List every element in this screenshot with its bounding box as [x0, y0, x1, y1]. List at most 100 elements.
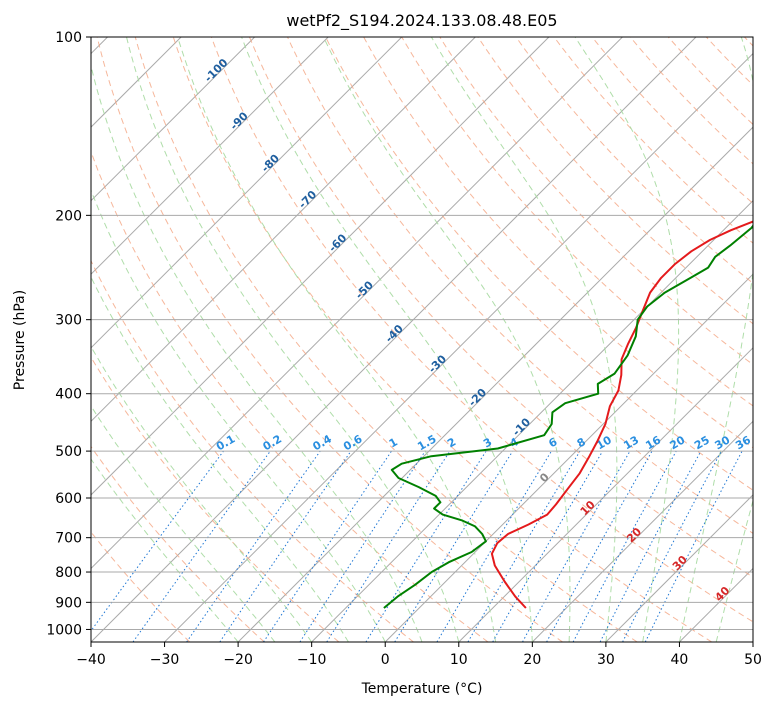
isotherm-label: 40 — [712, 584, 732, 604]
isotherm-label: -70 — [296, 188, 319, 211]
isotherm-label: -50 — [353, 278, 376, 301]
isotherm-line — [91, 37, 329, 275]
isotherm-label: -30 — [426, 352, 449, 375]
mixing-ratio-line — [644, 450, 743, 642]
moist-adiabat-line — [574, 37, 680, 642]
mixing-ratio-label: 8 — [575, 435, 588, 450]
mixing-ratio-line — [219, 450, 352, 642]
isotherm-line — [237, 126, 753, 642]
x-tick-label: −20 — [223, 652, 253, 668]
isotherm-line — [164, 52, 753, 642]
dry-adiabat-line — [363, 37, 753, 449]
dewpoint-profile — [383, 224, 753, 609]
isotherm-label: 20 — [624, 525, 644, 545]
mixing-ratio-line — [599, 450, 702, 642]
y-axis-ticks: 100 200 300 400 500 600 700 800 900 1000 — [46, 30, 91, 638]
y-tick-label: 100 — [55, 30, 82, 46]
moist-adiabat-line — [241, 37, 533, 642]
x-tick-label: 50 — [744, 652, 762, 668]
moist-adiabat-line — [91, 345, 313, 642]
y-tick-label: 500 — [55, 444, 82, 460]
isotherm-label: -80 — [259, 152, 282, 175]
isotherm-label: -20 — [466, 386, 489, 409]
mixing-ratio-line — [436, 450, 552, 642]
dry-adiabat-line — [439, 37, 753, 366]
moist-adiabat-line — [715, 498, 753, 642]
mixing-ratio-label: 13 — [621, 433, 641, 452]
moist-adiabat-lines — [91, 37, 753, 642]
mixing-ratio-label: 6 — [546, 435, 559, 450]
moist-adiabat-line — [91, 275, 349, 642]
dry-adiabat-line — [667, 37, 753, 126]
mixing-ratio-label: 0.4 — [310, 432, 334, 453]
x-tick-label: 20 — [523, 652, 541, 668]
pressure-gridlines — [91, 37, 753, 630]
isotherm-label: -60 — [326, 231, 349, 254]
mixing-ratio-lines — [91, 450, 743, 642]
moist-adiabat-line — [126, 37, 460, 642]
mixing-ratio-label: 30 — [713, 433, 733, 452]
x-axis-label: Temperature (°C) — [361, 681, 483, 697]
mixing-ratio-label: 25 — [692, 433, 712, 452]
isotherm-line — [91, 37, 623, 570]
isotherm-line — [91, 37, 256, 202]
mixing-ratio-line — [467, 450, 581, 642]
y-tick-label: 1000 — [46, 622, 82, 638]
dry-adiabat-line — [744, 37, 753, 47]
mixing-ratio-line — [546, 450, 653, 642]
plot-frame — [90, 36, 754, 643]
dry-adiabat-line — [91, 356, 340, 642]
mixing-ratio-line — [132, 450, 271, 642]
dry-adiabat-line — [91, 259, 414, 642]
isotherm-line — [531, 420, 753, 642]
mixing-ratio-line — [394, 450, 514, 642]
mixing-ratio-label: 1 — [387, 435, 400, 450]
moist-adiabat-line — [91, 188, 386, 642]
dry-adiabat-line — [553, 37, 753, 244]
dry-adiabat-line — [515, 37, 753, 284]
dry-adiabat-line — [401, 37, 753, 407]
moist-adiabat-line — [430, 37, 618, 642]
dry-adiabat-line — [172, 37, 713, 642]
isotherm-label: -40 — [383, 322, 406, 345]
isotherm-line — [458, 347, 753, 642]
moist-adiabat-line — [177, 37, 497, 642]
mixing-ratio-line — [522, 450, 631, 642]
dry-adiabat-line — [705, 37, 753, 86]
mixing-ratio-label: 16 — [643, 433, 663, 452]
y-tick-label: 700 — [55, 531, 82, 547]
x-tick-label: 10 — [450, 652, 468, 668]
x-tick-label: 30 — [597, 652, 615, 668]
isotherm-line — [384, 273, 753, 642]
y-axis-label: Pressure (hPa) — [12, 290, 28, 390]
isotherm-line — [605, 494, 753, 642]
mixing-ratio-line — [326, 450, 451, 642]
moist-adiabat-line — [678, 37, 753, 642]
dry-adiabat-line — [477, 37, 753, 325]
dry-adiabat-line — [287, 37, 753, 534]
mixing-ratio-line — [365, 450, 487, 642]
mixing-ratio-line — [186, 450, 321, 642]
isotherm-line — [679, 567, 753, 642]
mixing-ratio-label: 0.1 — [214, 432, 237, 453]
mixing-ratio-line — [263, 450, 392, 642]
y-tick-label: 600 — [55, 491, 82, 507]
isotherm-label: -100 — [202, 56, 231, 85]
y-tick-label: 800 — [55, 565, 82, 581]
sounding-profiles — [383, 220, 753, 609]
isotherm-lines — [91, 37, 753, 642]
mixing-ratio-label: 1.5 — [415, 432, 438, 453]
dry-adiabat-lines — [91, 37, 753, 642]
mixing-ratio-line — [572, 450, 677, 642]
mixing-ratio-line — [91, 450, 224, 632]
x-tick-label: 40 — [671, 652, 689, 668]
x-tick-label: 0 — [381, 652, 390, 668]
isotherm-line — [91, 37, 550, 496]
chart-title: wetPf2_S194.2024.133.08.48.E05 — [286, 11, 557, 31]
dry-adiabat-line — [248, 37, 753, 578]
x-axis-ticks: −40 −30 −20 −10 0 10 20 30 40 50 — [76, 642, 762, 668]
x-tick-label: −40 — [76, 652, 106, 668]
dry-adiabat-line — [96, 37, 563, 642]
isotherm-line — [311, 199, 753, 642]
x-tick-label: −30 — [150, 652, 180, 668]
